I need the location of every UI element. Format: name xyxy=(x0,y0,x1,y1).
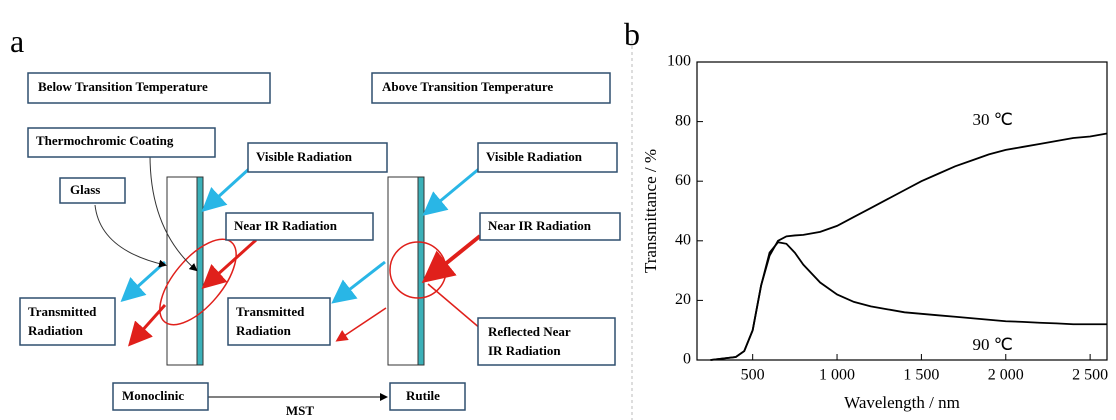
coating xyxy=(196,176,204,366)
x-tick-label: 1 500 xyxy=(903,367,939,384)
x-tick-label: 500 xyxy=(741,367,765,384)
label: Visible Radiation xyxy=(256,149,353,164)
highlight xyxy=(159,238,237,326)
y-tick-label: 20 xyxy=(675,291,691,308)
panel-label: b xyxy=(624,16,640,52)
label-box: Thermochromic Coating xyxy=(27,127,216,158)
arrow xyxy=(335,307,387,342)
arrow xyxy=(331,260,386,304)
label: Above Transition Temperature xyxy=(382,79,553,94)
label-box: Near IR Radiation xyxy=(225,212,374,241)
y-tick-label: 80 xyxy=(675,112,691,129)
y-tick-label: 40 xyxy=(675,231,691,248)
plot-frame xyxy=(696,61,1108,361)
label: Monoclinic xyxy=(122,388,184,403)
label-box: Near IR Radiation xyxy=(479,212,621,241)
label-box: Above Transition Temperature xyxy=(371,72,611,104)
label: MST xyxy=(286,403,315,418)
panel-b: b 0 20 40 60 80 100 500 1 000 1 500 2 000 2 500 Wav… xyxy=(624,16,1108,412)
glass-pane xyxy=(166,176,198,366)
label: Reflected Near xyxy=(488,324,571,339)
label-box: Transmitted Radiation xyxy=(227,297,331,346)
label: Glass xyxy=(70,182,100,197)
y-tick-label: 60 xyxy=(675,172,691,189)
label: Transmitted xyxy=(28,304,97,319)
label-box: Glass xyxy=(59,177,126,204)
arrow xyxy=(120,260,167,303)
y-tick-label: 100 xyxy=(667,53,691,70)
y-tick-label: 0 xyxy=(683,351,691,368)
label-box: Below Transition Temperature xyxy=(27,72,271,104)
coating xyxy=(417,176,425,366)
label: Thermochromic Coating xyxy=(36,133,174,148)
arrow xyxy=(201,166,252,213)
arrow xyxy=(422,166,481,216)
label: Below Transition Temperature xyxy=(38,79,208,94)
arrow xyxy=(201,238,258,290)
x-tick-label: 1 000 xyxy=(819,367,855,384)
label: Visible Radiation xyxy=(486,149,583,164)
x-tick-label: 2 000 xyxy=(988,367,1024,384)
series-label: 30 ℃ xyxy=(972,110,1012,129)
arrow xyxy=(421,234,482,284)
label-box: Monoclinic xyxy=(112,382,209,411)
pointer xyxy=(94,204,167,268)
label-box: Reflected Near IR Radiation xyxy=(477,317,616,366)
series-label: 90 ℃ xyxy=(972,335,1012,354)
glass-pane xyxy=(387,176,419,366)
label: Radiation xyxy=(236,323,292,338)
label-box: Rutile xyxy=(389,382,466,411)
series-line xyxy=(710,132,1108,361)
label-box: Visible Radiation xyxy=(247,142,388,173)
x-axis-label: Wavelength / nm xyxy=(844,393,960,412)
label: Rutile xyxy=(406,388,440,403)
label: Radiation xyxy=(28,323,84,338)
x-tick-label: 2 500 xyxy=(1072,367,1108,384)
label: Near IR Radiation xyxy=(488,218,592,233)
y-axis-label: Transmittance / % xyxy=(641,149,660,273)
label: Near IR Radiation xyxy=(234,218,338,233)
panel-a: a Below Transition Temperature Above Tra… xyxy=(10,23,621,418)
label: IR Radiation xyxy=(488,343,561,358)
label: Transmitted xyxy=(236,304,305,319)
panel-label: a xyxy=(10,23,24,59)
label-box: Visible Radiation xyxy=(477,142,618,173)
highlight xyxy=(389,241,447,299)
pointer xyxy=(149,154,198,272)
series-line xyxy=(710,241,1107,361)
label-box: Transmitted Radiation xyxy=(19,297,116,346)
